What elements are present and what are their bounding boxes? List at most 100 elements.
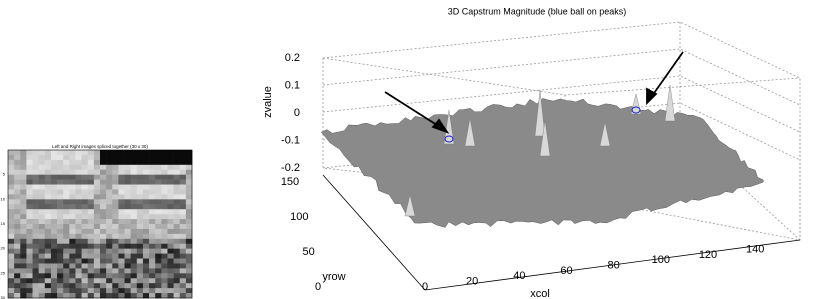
pixel (45, 150, 51, 155)
pixel (174, 273, 180, 278)
pixel (82, 254, 88, 259)
pixel (186, 150, 192, 155)
pixel (155, 268, 161, 273)
pixel (118, 224, 124, 229)
pixel (161, 155, 167, 160)
pixel (143, 219, 149, 224)
pixel (161, 259, 167, 264)
pixel (167, 209, 173, 214)
pixel (125, 278, 131, 283)
pixel (51, 288, 57, 293)
pixel (63, 273, 69, 278)
pixel (149, 189, 155, 194)
pixel (51, 263, 57, 268)
pixel (106, 160, 112, 165)
pixel (14, 229, 20, 234)
pixel (39, 194, 45, 199)
pixel (26, 150, 32, 155)
y-label: yrow (322, 271, 345, 283)
pixel (26, 283, 32, 288)
pixel (14, 293, 20, 298)
pixel (149, 278, 155, 283)
pixel (75, 288, 81, 293)
pixel (125, 268, 131, 273)
pixel (88, 155, 94, 160)
pixel (143, 199, 149, 204)
pixel (20, 175, 26, 180)
pixel (131, 175, 137, 180)
pixel (174, 249, 180, 254)
pixel (186, 219, 192, 224)
pixel (118, 278, 124, 283)
pixel (88, 283, 94, 288)
pixel (186, 293, 192, 298)
pixel (51, 175, 57, 180)
pixel (125, 170, 131, 175)
pixel (186, 199, 192, 204)
pixel (69, 194, 75, 199)
pixel (118, 194, 124, 199)
pixel (112, 219, 118, 224)
pixel (143, 209, 149, 214)
pixel (39, 224, 45, 229)
pixel (8, 263, 14, 268)
pixel (186, 194, 192, 199)
pixel (94, 268, 100, 273)
pixel (45, 254, 51, 259)
pixel (155, 180, 161, 185)
pixel (106, 293, 112, 298)
pixel (180, 234, 186, 239)
pixel (45, 224, 51, 229)
pixel (149, 263, 155, 268)
pixel (143, 234, 149, 239)
pixel (69, 180, 75, 185)
left-y-tick: 10 (1, 196, 6, 201)
pixel (100, 254, 106, 259)
pixel (106, 273, 112, 278)
pixel (125, 175, 131, 180)
pixel (161, 204, 167, 209)
pixel (100, 170, 106, 175)
pixel (100, 165, 106, 170)
pixel (88, 214, 94, 219)
peak (665, 85, 675, 121)
pixel (149, 254, 155, 259)
pixel (131, 288, 137, 293)
pixel (143, 263, 149, 268)
pixel (57, 224, 63, 229)
pixel (143, 204, 149, 209)
pixel (174, 160, 180, 165)
pixel (94, 229, 100, 234)
pixel (82, 199, 88, 204)
pixel (100, 180, 106, 185)
pixel (149, 283, 155, 288)
pixel (143, 170, 149, 175)
pixel (131, 239, 137, 244)
pixel (26, 170, 32, 175)
pixel (69, 214, 75, 219)
pixel (94, 288, 100, 293)
pixel (167, 219, 173, 224)
pixel (118, 219, 124, 224)
pixel (45, 249, 51, 254)
pixel (180, 180, 186, 185)
pixel (100, 189, 106, 194)
pixel (137, 293, 143, 298)
pixel (88, 180, 94, 185)
pixel (14, 263, 20, 268)
pixel (39, 288, 45, 293)
pixel (51, 160, 57, 165)
pixel (14, 273, 20, 278)
pixel (39, 165, 45, 170)
pixel (137, 175, 143, 180)
pixel (69, 170, 75, 175)
pixel (88, 170, 94, 175)
pixel (167, 268, 173, 273)
pixel (20, 214, 26, 219)
pixel (69, 209, 75, 214)
pixel (174, 283, 180, 288)
pixel (33, 160, 39, 165)
pixel (125, 214, 131, 219)
pixel (26, 209, 32, 214)
pixel (8, 204, 14, 209)
